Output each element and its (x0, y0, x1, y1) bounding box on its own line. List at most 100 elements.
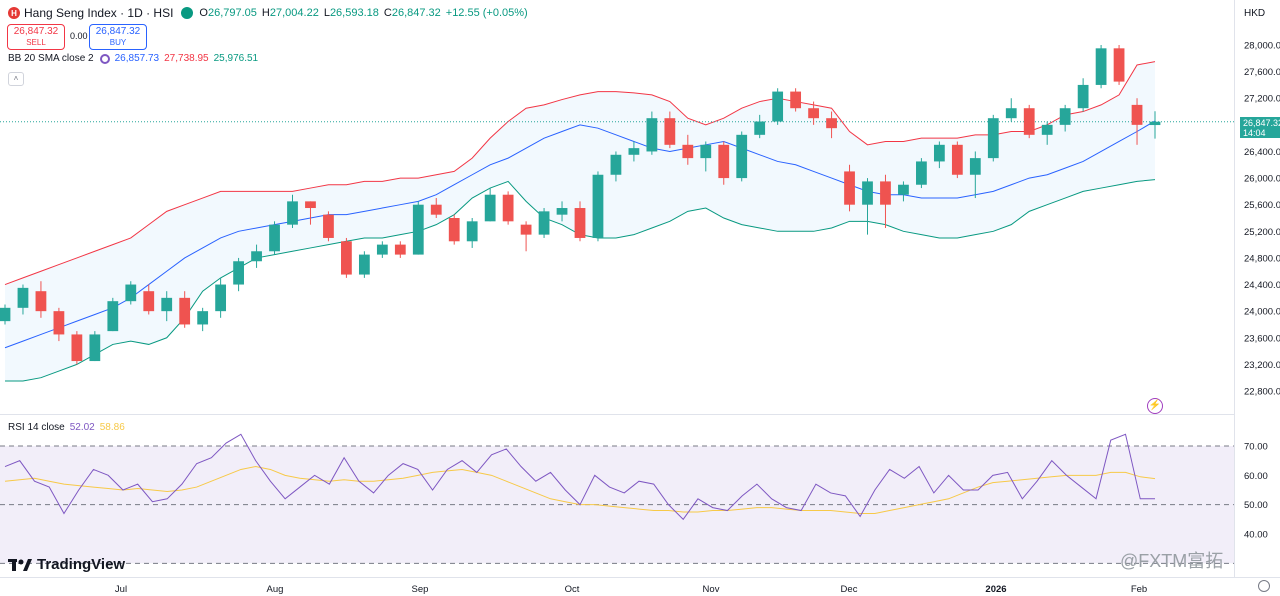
rsi-tick-label: 50.00 (1244, 500, 1268, 511)
price-tick-label: 28,000.00 (1244, 41, 1280, 52)
price-tick-label: 23,600.00 (1244, 333, 1280, 344)
last-price-tag: 26,847.32 14:04 (1240, 117, 1280, 138)
candle-body (0, 307, 11, 322)
gear-icon[interactable] (1258, 580, 1270, 592)
time-tick-label: Jul (115, 584, 127, 595)
price-tick-label: 25,200.00 (1244, 227, 1280, 238)
candle-body (161, 297, 173, 312)
candle-body (394, 244, 406, 255)
candle-body (125, 284, 137, 302)
time-tick-label: Aug (267, 584, 284, 595)
time-tick-label: Dec (841, 584, 858, 595)
candle-body (412, 204, 424, 255)
bb-basis-line (4, 120, 1156, 349)
candle-body (1095, 48, 1107, 85)
candle-body (251, 251, 262, 262)
candle-body (448, 218, 460, 242)
price-tick-label: 24,800.00 (1244, 253, 1280, 264)
candle-body (790, 91, 802, 109)
candle-body (233, 261, 244, 285)
candle-body (1005, 108, 1017, 119)
candle-body (287, 201, 298, 225)
candle-body (520, 224, 532, 235)
candle-body (987, 118, 999, 159)
market-status-icon (181, 7, 194, 19)
spread-value: 0.00 (70, 31, 88, 41)
rsi-tick-label: 70.00 (1244, 442, 1268, 453)
bb-lower-value: 25,976.51 (213, 53, 259, 64)
sell-button[interactable]: 26,847.32 SELL (7, 24, 65, 50)
candle-body (35, 291, 47, 312)
candle-body (772, 91, 784, 122)
candle-body (556, 208, 568, 215)
price-tick-label: 25,600.00 (1244, 200, 1280, 211)
last-price-value: 26,847.32 (1243, 118, 1280, 128)
price-tick-label: 24,400.00 (1244, 280, 1280, 291)
candle-body (1131, 104, 1143, 125)
candle-body (646, 118, 658, 152)
candle-body (89, 334, 101, 362)
candle-body (305, 201, 316, 209)
candle-body (376, 244, 388, 255)
price-tick-label: 22,800.00 (1244, 387, 1280, 398)
watermark: @FXTM富拓 (1120, 551, 1224, 571)
currency-label: HKD (1244, 8, 1266, 19)
ohlc-close-value: 26,847.32 (391, 7, 441, 19)
candle-body (358, 254, 370, 275)
candle-body (1077, 84, 1089, 109)
bb-upper-value: 27,738.95 (164, 53, 209, 64)
candle-body (143, 291, 155, 312)
candle-body (538, 211, 550, 235)
candle-body (466, 221, 478, 242)
flash-icon[interactable]: ⚡ (1147, 398, 1163, 414)
bb-legend-label[interactable]: BB 20 SMA close 2 (8, 53, 94, 64)
candle-body (1149, 121, 1161, 126)
candle-body (664, 118, 676, 145)
buy-button[interactable]: 26,847.32 BUY (89, 24, 147, 50)
candle-body (933, 144, 945, 162)
ohlc-close-label: C (383, 7, 392, 19)
rsi-value: 52.02 (69, 422, 95, 433)
rsi-legend[interactable]: RSI 14 close 52.02 58.86 (8, 422, 125, 433)
rsi-tick-label: 40.00 (1244, 530, 1268, 541)
candle-body (197, 311, 209, 325)
ohlc-low-label: L (323, 7, 330, 19)
rsi-ma-value: 58.86 (99, 422, 125, 433)
candle-body (574, 208, 586, 238)
candle-body (844, 171, 855, 205)
rsi-line (4, 433, 1155, 521)
candle-body (700, 144, 712, 159)
candle-body (916, 161, 927, 185)
indicator-settings-icon[interactable] (99, 53, 110, 64)
candle-body (898, 184, 909, 195)
tradingview-logo-text: TradingView (37, 556, 126, 573)
symbol-title[interactable]: Hang Seng Index · 1D · HSI (24, 6, 174, 20)
candle-body (502, 194, 514, 222)
candle-body (430, 204, 442, 215)
sell-label: SELL (26, 38, 46, 47)
rsi-legend-label[interactable]: RSI 14 close (8, 422, 65, 433)
ohlc-open-value: 26,797.05 (207, 7, 257, 19)
ohlc-open-label: O (199, 7, 208, 19)
buy-label: BUY (109, 38, 127, 47)
collapse-legend-icon[interactable]: ˄ (8, 72, 24, 86)
price-tick-label: 24,000.00 (1244, 307, 1280, 318)
ohlc-low-value: 26,593.18 (329, 7, 379, 19)
sell-price: 26,847.32 (13, 26, 59, 37)
tradingview-mark-icon (8, 558, 32, 571)
symbol-logo-icon: H (8, 7, 20, 19)
symbol-legend[interactable]: H Hang Seng Index · 1D · HSI O 26,797.05… (8, 6, 528, 20)
price-tick-label: 26,400.00 (1244, 147, 1280, 158)
rsi-tick-label: 60.00 (1244, 471, 1268, 482)
time-tick-label: Feb (1131, 584, 1147, 595)
candle-body (862, 181, 873, 205)
time-tick-label: Oct (565, 584, 580, 595)
price-tick-label: 27,600.00 (1244, 67, 1280, 78)
candle-body (628, 148, 640, 155)
candle-body (71, 334, 83, 362)
price-change: +12.55 (+0.05%) (445, 7, 528, 19)
candle-body (1023, 108, 1035, 135)
bb-legend[interactable]: BB 20 SMA close 2 26,857.73 27,738.95 25… (8, 53, 258, 64)
price-tick-label: 27,200.00 (1244, 94, 1280, 105)
